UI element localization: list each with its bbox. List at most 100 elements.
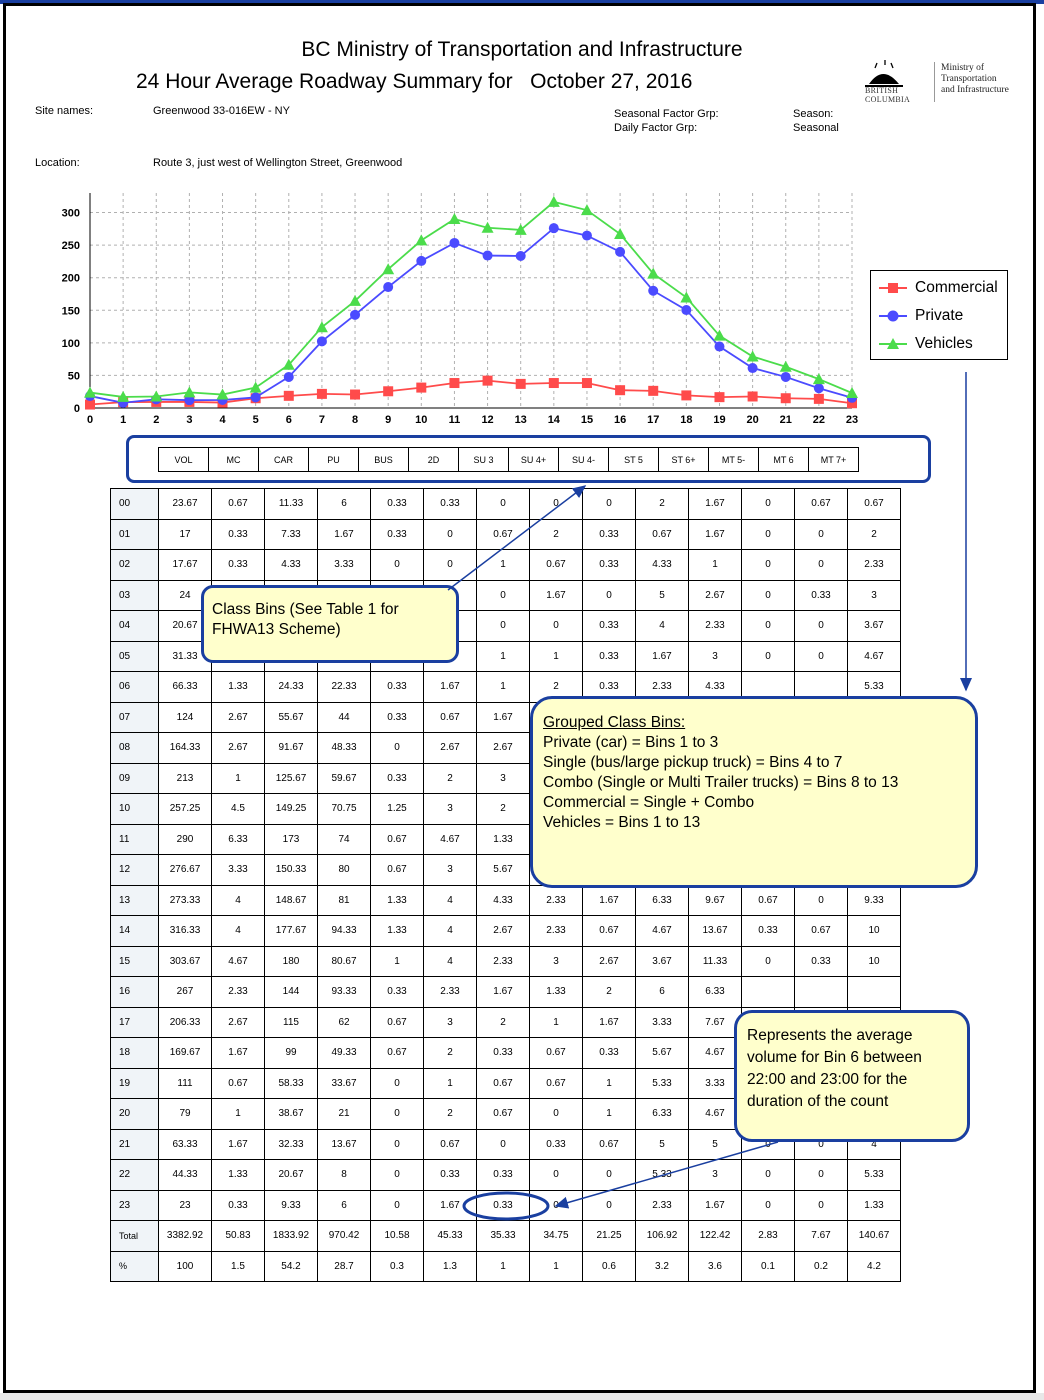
x-tick-label: 11 [449,414,461,426]
table-cell: 0.33 [794,945,848,977]
table-cell: 0 [741,1159,795,1191]
data-point-vehicles [150,390,163,402]
table-cell: 4.2 [847,1250,901,1282]
data-point-commercial [847,398,857,409]
grouped-line: Commercial = Single + Combo [543,794,755,811]
x-tick-label: 19 [713,414,725,426]
ministry-wordmark: Ministry of Transportation and Infrastru… [941,63,1009,96]
table-cell: 1.33 [211,1159,265,1191]
subtitle-text: 24 Hour Average Roadway Summary for [136,70,513,93]
row-label: 08 [110,732,159,764]
data-point-vehicles [779,360,792,372]
table-cell: 2 [423,762,477,794]
table-cell: 1.67 [635,640,689,672]
table-cell: 1.33 [529,976,583,1008]
table-cell: 3.67 [847,610,901,642]
table-cell: 1.67 [423,1189,477,1221]
row-label: 01 [110,518,159,550]
row-label: 11 [110,823,159,855]
x-tick-label: 18 [680,414,692,426]
table-cell: 1833.92 [264,1220,318,1252]
table-cell: 0.3 [370,1250,424,1282]
table-cell: 3 [529,945,583,977]
table-cell: 80.67 [317,945,371,977]
table-cell: 0 [741,549,795,581]
table-cell: 0.2 [794,1250,848,1282]
chart-series [84,195,858,410]
data-point-commercial [581,378,592,389]
table-cell: 66.33 [158,671,212,703]
table-cell: 99 [264,1037,318,1069]
table-cell: 0.33 [211,1189,265,1221]
data-point-private [548,223,559,234]
table-cell [741,976,795,1008]
table-cell: 177.67 [264,915,318,947]
table-cell: 2.33 [423,976,477,1008]
ministry-logo: BRITISH COLUMBIA Ministry of Transportat… [841,60,1041,108]
table-cell: 6.33 [688,976,742,1008]
x-tick-label: 9 [385,414,391,426]
table-cell: 1 [529,640,583,672]
data-point-private [747,363,758,374]
data-point-commercial [714,392,725,403]
table-row: 13 273.33 4 148.67 81 1.33 4 4.33 2.33 1.67 6.33 9.… [110,884,901,916]
table-cell: 0.33 [370,488,424,520]
table-cell: 3 [688,640,742,672]
table-cell: 63.33 [158,1128,212,1160]
table-cell: 0 [794,610,848,642]
table-cell: 13.67 [317,1128,371,1160]
table-cell: 0.67 [476,1098,530,1130]
data-point-vehicles [547,195,560,207]
table-cell: 0 [370,1067,424,1099]
report-subtitle: 24 Hour Average Roadway Summary for Octo… [136,70,692,94]
row-label: 18 [110,1037,159,1069]
data-point-private [581,230,592,241]
table-cell: 1.25 [370,793,424,825]
table-cell: 1.67 [688,488,742,520]
table-row: 16 267 2.33 144 93.33 0.33 2.33 1.67 1.33 2 6 6.33 [110,976,901,1008]
table-cell: 0.1 [741,1250,795,1282]
y-tick-label: 0 [74,403,80,415]
table-cell: 173 [264,823,318,855]
table-cell: 0.6 [582,1250,636,1282]
data-point-private [681,305,692,316]
table-row: 19 111 0.67 58.33 33.67 0 1 0.67 0.67 1 5.33 3.33 [110,1067,901,1099]
row-label: 22 [110,1159,159,1191]
table-cell: 4.33 [635,549,689,581]
data-point-vehicles [349,294,362,306]
table-cell: 4.67 [211,945,265,977]
table-row: % 100 1.5 54.2 28.7 0.3 1.3 1 1 0.6 3.2 3.6 0.1 0.2 4.… [110,1250,901,1282]
table-cell: 79 [158,1098,212,1130]
table-row: 15 303.67 4.67 180 80.67 1 4 2.33 3 2.67 3.67 11.33… [110,945,901,977]
row-label: 02 [110,549,159,581]
table-cell: 1 [476,549,530,581]
site-names-value: Greenwood 33-016EW - NY [153,105,290,117]
data-point-commercial [350,389,361,400]
data-point-vehicles [382,263,395,275]
table-cell: 54.2 [264,1250,318,1282]
table-cell: 257.25 [158,793,212,825]
legend-item-commercial: Commercial [879,277,998,299]
table-cell: 28.7 [317,1250,371,1282]
table-cell: 0.33 [370,976,424,1008]
average-volume-callout: Represents the average volume for Bin 6 … [734,1010,970,1142]
table-cell: 0 [476,610,530,642]
table-cell: 0.67 [529,1067,583,1099]
data-point-vehicles [216,388,229,400]
table-cell: 0.33 [211,549,265,581]
table-cell: 2 [423,1037,477,1069]
ministry-line-3: and Infrastructure [941,85,1009,95]
table-row: 02 17.67 0.33 4.33 3.33 0 0 1 0.67 0.33 4.33 1 0 0 2.3… [110,549,901,581]
data-point-private [250,392,261,403]
table-cell: 2.67 [423,732,477,764]
x-tick-label: 4 [219,414,226,426]
table-cell: 180 [264,945,318,977]
data-point-private [316,336,327,347]
table-cell: 7.67 [794,1220,848,1252]
table-cell: 0 [423,549,477,581]
row-label: % [110,1250,159,1282]
table-cell: 6.33 [635,1098,689,1130]
hourly-volume-chart: 0 1 2 3 4 5 6 7 8 9 10 11 12 13 14 15 16 17 18 19 20 21 22 2305… [62,193,858,426]
table-cell: 1 [476,640,530,672]
data-point-commercial [383,386,394,397]
